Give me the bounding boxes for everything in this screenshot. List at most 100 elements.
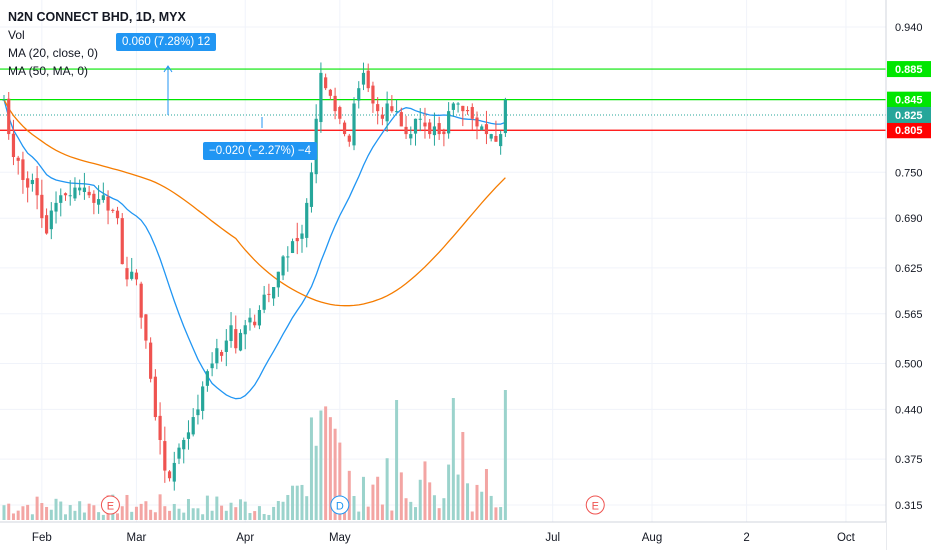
candle-body [300, 233, 304, 239]
volume-bar [78, 501, 82, 520]
volume-bar [395, 400, 399, 520]
price-tick-label: 0.375 [895, 454, 923, 466]
candle-body [111, 209, 115, 211]
candle-body [352, 103, 356, 146]
time-tick-label: Aug [642, 532, 662, 544]
candle-body [125, 268, 129, 280]
candle-body [309, 172, 314, 207]
volume-bar [130, 511, 134, 520]
volume-bar [447, 464, 451, 520]
price-tick-label: 0.500 [895, 359, 923, 371]
candle-body [305, 202, 309, 238]
time-tick-label: 2 [743, 532, 749, 544]
candle-body [290, 241, 295, 254]
ma20-indicator-label[interactable]: MA (20, close, 0) [8, 46, 99, 60]
volume-bar [11, 513, 15, 520]
candle-body [366, 70, 370, 89]
candle-body [385, 103, 389, 122]
candle-body [172, 462, 176, 482]
volume-bar [352, 495, 356, 520]
time-tick-label: Feb [32, 532, 52, 544]
symbol-title[interactable]: N2N CONNECT BHD, 1D, MYX [8, 10, 186, 24]
volume-bar [314, 445, 318, 520]
event-marker-circle [585, 495, 605, 515]
volume-bar [409, 501, 413, 520]
volume-bar [366, 506, 370, 520]
candle-body [201, 386, 205, 411]
candle-body [357, 88, 361, 101]
candle-body [229, 325, 233, 342]
level-price-tag-bg [887, 122, 931, 139]
volume-bar [191, 508, 195, 520]
volume-bar [134, 506, 138, 520]
candle-body [177, 447, 181, 459]
candle-body [456, 103, 460, 105]
candle-body [489, 134, 493, 139]
volume-bar [210, 510, 214, 520]
volume-bar [451, 398, 455, 520]
volume-bar [201, 514, 205, 520]
volume-bar [54, 498, 58, 520]
candle-body [380, 114, 384, 119]
event-marker-label: D [336, 501, 344, 513]
volume-bar [234, 507, 238, 520]
candle-body [191, 417, 195, 435]
candle-body [92, 193, 96, 203]
volume-bar [480, 491, 484, 520]
candle-body [319, 72, 323, 123]
volume-bar [324, 406, 328, 520]
volume-bar [68, 505, 72, 520]
measure-label-up: 0.060 (7.28%) 12 [116, 33, 217, 51]
candle-body [409, 134, 413, 139]
candle-body [423, 122, 427, 127]
candle-body [484, 124, 489, 135]
volume-bar [503, 390, 507, 520]
price-tick-label: 0.440 [895, 404, 923, 416]
volume-bar [305, 496, 309, 520]
candle-body [59, 195, 63, 203]
candle-body [399, 112, 403, 127]
volume-bar [59, 501, 63, 520]
volume-bar [404, 498, 408, 520]
volume-bar [371, 484, 375, 520]
volume-bar [182, 512, 186, 520]
candle-body [186, 432, 191, 439]
candle-body [26, 178, 30, 188]
level-price-tag: 0.805 [895, 125, 923, 137]
volume-bar [267, 514, 271, 520]
volume-bar [186, 498, 190, 520]
measure-label-down: −0.020 (−2.27%) −4 [203, 142, 317, 160]
candle-body [63, 193, 68, 196]
candle-body [371, 85, 375, 104]
candle-body [153, 376, 157, 418]
candle-body [442, 131, 446, 135]
time-tick-label: May [329, 532, 351, 544]
candle-body [432, 126, 437, 136]
volume-bar [309, 417, 313, 520]
volume-bar [45, 506, 49, 520]
event-marker-label: E [107, 501, 114, 513]
candle-body [2, 99, 6, 101]
candle-body [461, 105, 465, 112]
candle-body [361, 72, 366, 85]
candle-body [30, 179, 34, 185]
volume-indicator-label[interactable]: Vol [8, 28, 25, 42]
volume-bar [49, 509, 53, 520]
volume-bar [456, 474, 460, 520]
candle-body [40, 194, 44, 219]
volume-bar [168, 510, 172, 520]
volume-bar [328, 417, 332, 520]
volume-bar [390, 510, 394, 520]
candle-body [215, 348, 219, 364]
plot-area [0, 0, 886, 522]
level-price-tag: 0.845 [895, 95, 923, 107]
candle-body [447, 111, 451, 134]
ma50-indicator-label[interactable]: MA (50, MA, 0) [8, 64, 89, 78]
candle-body [7, 98, 11, 135]
candle-body [272, 287, 276, 299]
volume-bar [489, 495, 493, 520]
candle-body [149, 342, 153, 379]
volume-bar [248, 513, 252, 520]
volume-bar [73, 510, 77, 520]
